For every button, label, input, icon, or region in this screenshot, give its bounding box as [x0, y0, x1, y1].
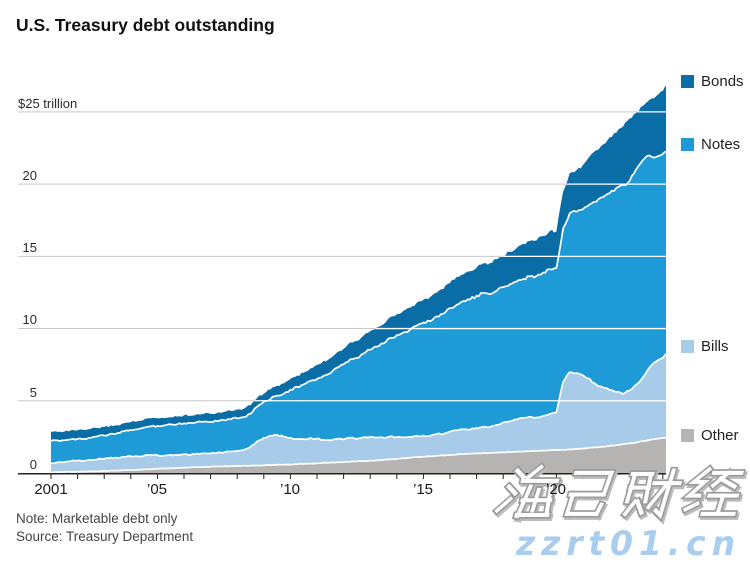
x-axis-label-15: ’15	[412, 481, 434, 498]
y-axis-label-10: 10	[22, 312, 37, 327]
legend-label-bills: Bills	[701, 338, 729, 355]
legend-item-notes: Notes	[681, 136, 740, 153]
x-axis-label-20: ’20	[545, 481, 567, 498]
boundary-notes	[51, 151, 666, 442]
y-axis-label-20: 20	[22, 168, 37, 183]
legend-item-other: Other	[681, 427, 739, 444]
area-bills	[51, 354, 666, 473]
y-axis-label-0: 0	[29, 457, 37, 472]
legend-item-bonds: Bonds	[681, 73, 744, 90]
watermark-site: zzrt01.cn	[515, 524, 741, 563]
area-bonds	[51, 86, 666, 442]
legend-item-bills: Bills	[681, 338, 729, 355]
legend-swatch-notes	[681, 138, 694, 151]
x-axis-label-2001: 2001	[34, 481, 68, 498]
legend-label-notes: Notes	[701, 136, 741, 153]
y-axis-label-15: 15	[22, 240, 37, 255]
legend-label-bonds: Bonds	[701, 73, 744, 90]
boundary-bills	[51, 352, 666, 465]
y-axis-label-25: $25 trillion	[18, 96, 78, 111]
area-notes	[51, 151, 666, 464]
legend-swatch-other	[681, 429, 694, 442]
x-axis-label-05: ’05	[146, 481, 168, 498]
area-other	[51, 437, 666, 473]
legend-label-other: Other	[701, 427, 739, 444]
boundary-other	[51, 436, 666, 474]
stacked-areas	[51, 86, 666, 474]
watermark-brand-glyphs	[491, 461, 748, 525]
x-axis-label-10: ’10	[279, 481, 301, 498]
chart-source: Source: Treasury Department	[16, 529, 194, 544]
y-axis-label-5: 5	[29, 385, 37, 400]
legend-swatch-bonds	[681, 75, 694, 88]
legend-swatch-bills	[681, 340, 694, 353]
chart-note: Note: Marketable debt only	[16, 511, 178, 526]
chart-title: U.S. Treasury debt outstanding	[16, 15, 275, 35]
